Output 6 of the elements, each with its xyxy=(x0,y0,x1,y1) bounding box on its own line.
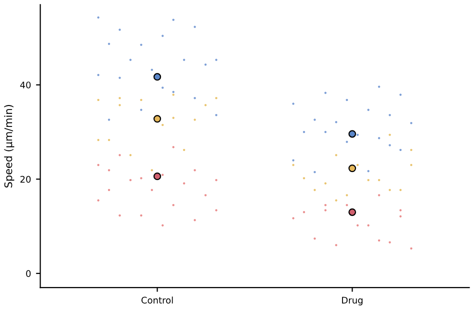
y-axis-title: Speed (µm/min) xyxy=(4,105,14,188)
y-tick-label: 0 xyxy=(26,270,31,277)
y-tick-label: 20 xyxy=(20,176,31,183)
x-tick-label: Drug xyxy=(342,296,363,306)
y-tick-label: 40 xyxy=(20,82,31,88)
x-tick-label: Control xyxy=(141,296,173,304)
